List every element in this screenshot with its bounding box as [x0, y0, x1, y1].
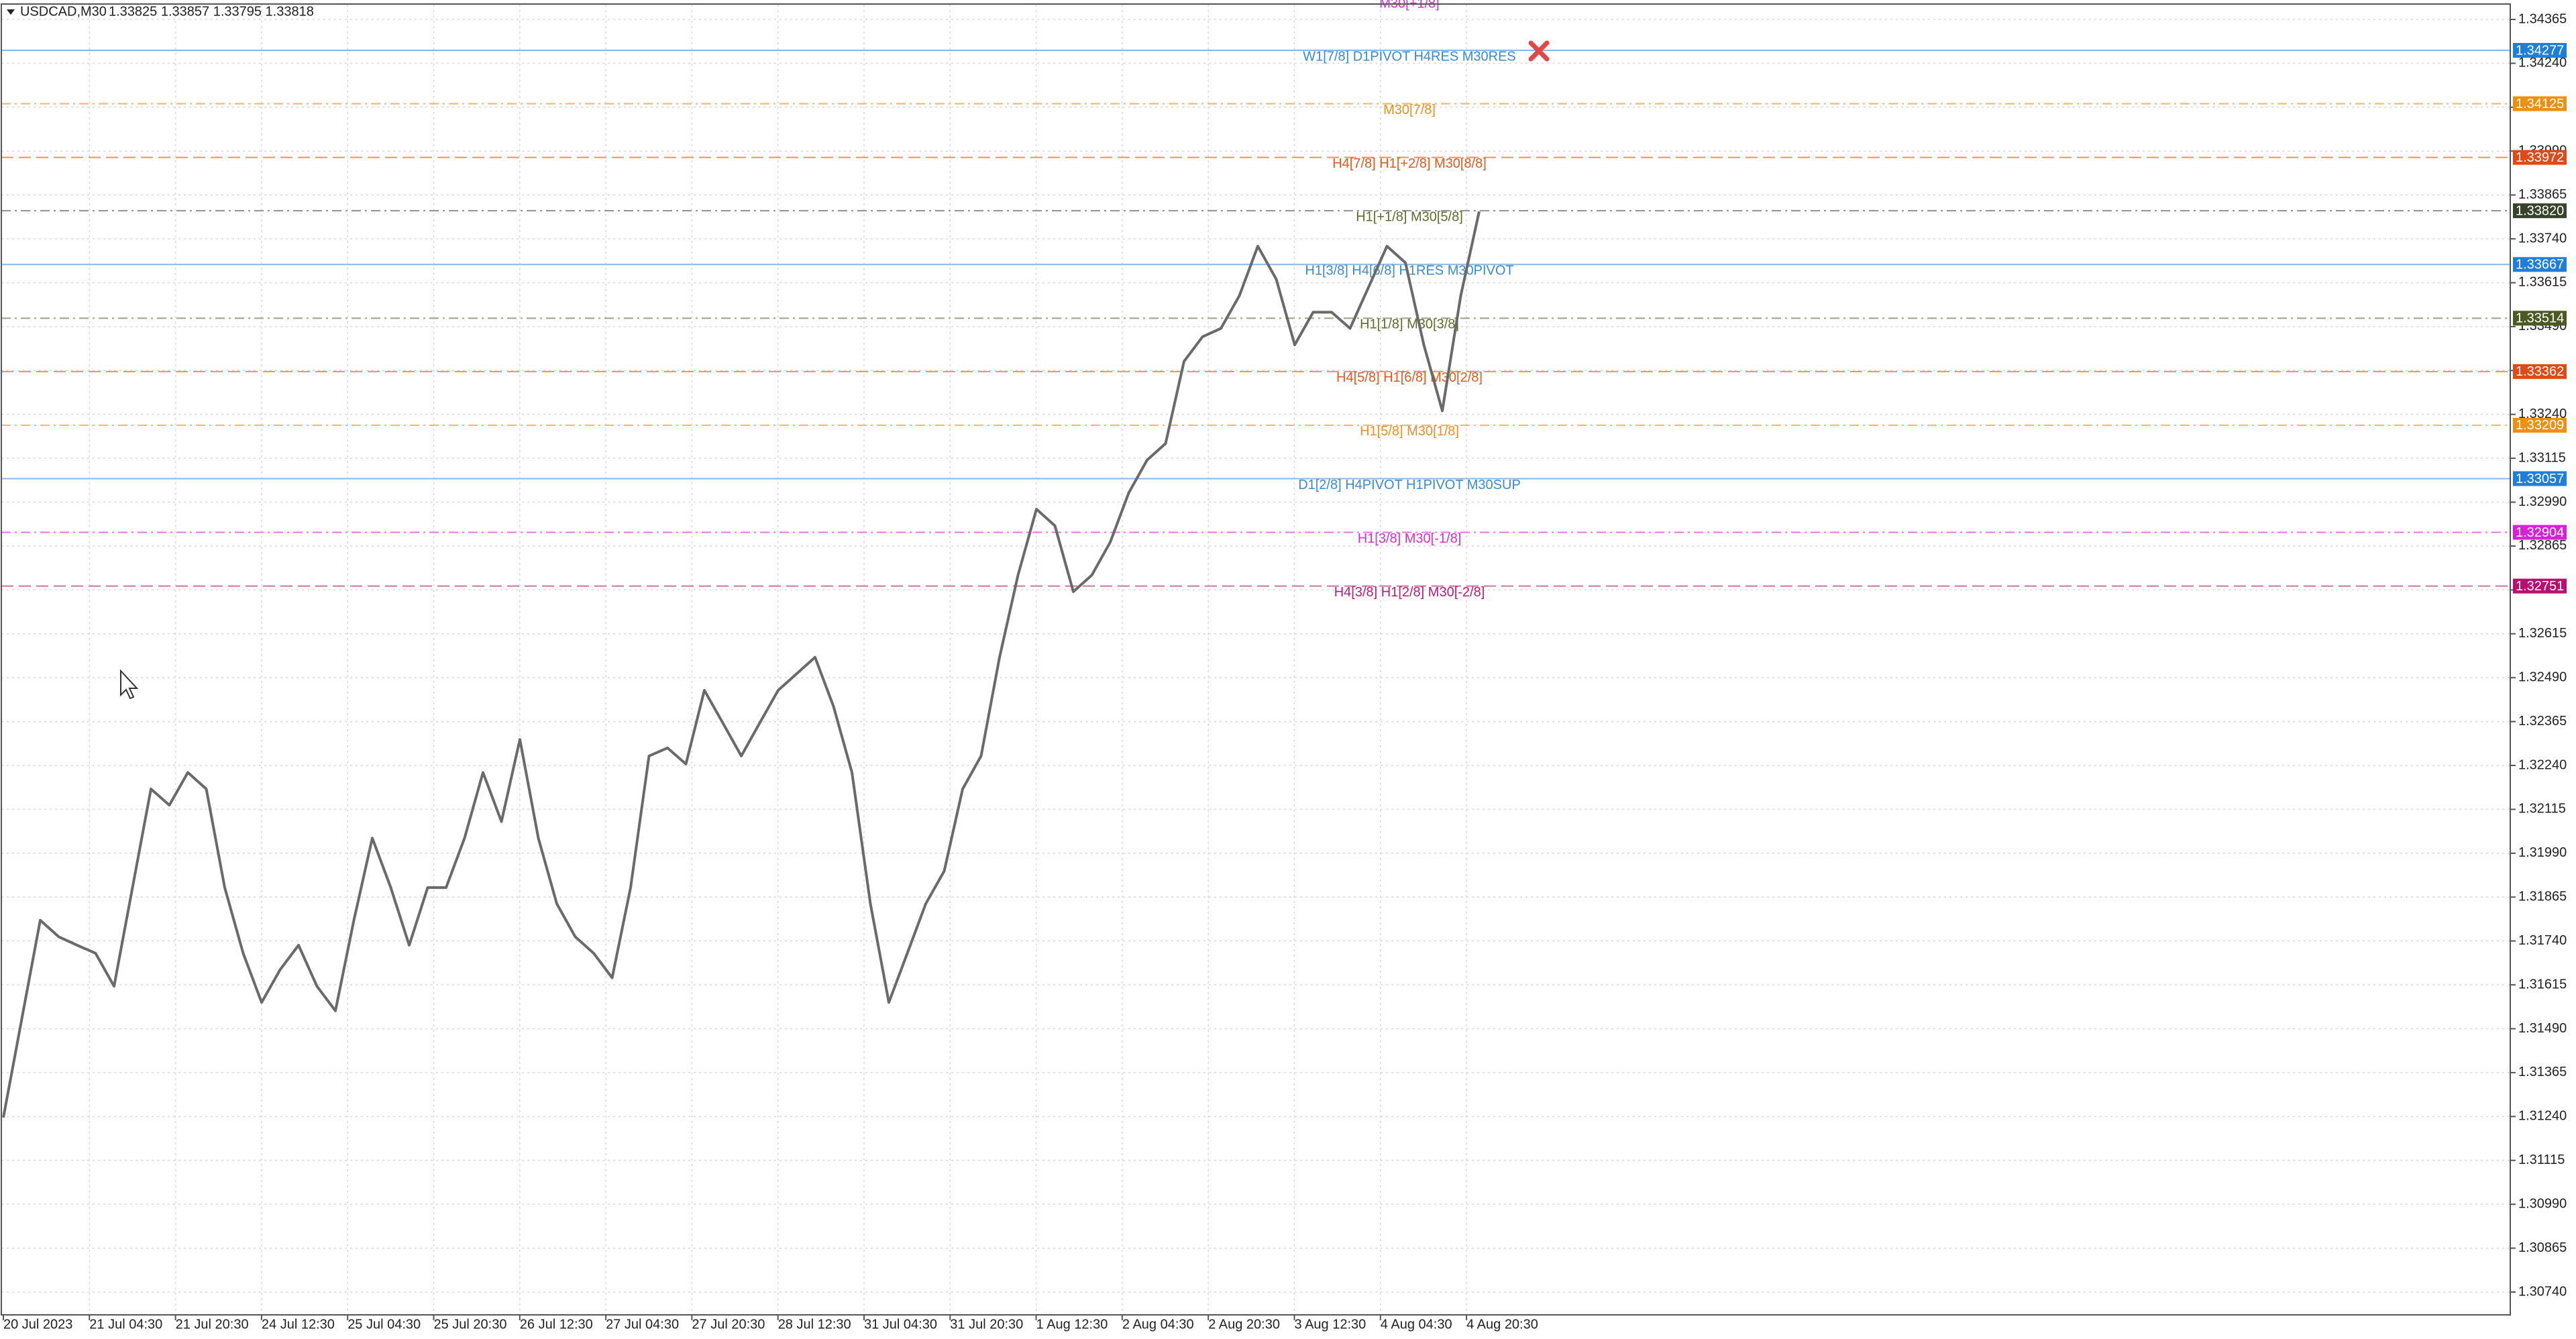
- y-tick-label: 1.31615: [2518, 977, 2567, 992]
- x-tick-label: 21 Jul 04:30: [89, 1317, 162, 1332]
- x-tick-label: 2 Aug 20:30: [1208, 1317, 1280, 1332]
- x-tick-label: 31 Jul 04:30: [864, 1317, 937, 1332]
- y-tick-label: 1.31490: [2518, 1021, 2567, 1036]
- price-box-label: 1.34277: [2516, 43, 2564, 58]
- y-tick-label: 1.31990: [2518, 845, 2567, 860]
- price-box-label: 1.33972: [2516, 150, 2564, 165]
- level-label: M30[7/8]: [1383, 103, 1436, 117]
- price-box: [2513, 578, 2567, 594]
- price-box: [2513, 257, 2567, 272]
- level-label: D1[2/8] H4PIVOT H1PIVOT M30SUP: [1298, 478, 1521, 492]
- x-tick-label: 2 Aug 04:30: [1122, 1317, 1194, 1332]
- x-tick-label: 1 Aug 12:30: [1036, 1317, 1108, 1332]
- x-tick-label: 25 Jul 04:30: [347, 1317, 421, 1332]
- y-tick-label: 1.33115: [2518, 450, 2566, 465]
- price-box-label: 1.33209: [2516, 418, 2564, 433]
- level-label: H1[1/8] M30[3/8]: [1360, 317, 1459, 332]
- price-box-label: 1.33362: [2516, 364, 2564, 379]
- y-tick-label: 1.30990: [2518, 1196, 2567, 1211]
- x-tick-label: 4 Aug 20:30: [1466, 1317, 1538, 1332]
- price-box: [2513, 471, 2567, 486]
- level-label: H1[+1/8] M30[5/8]: [1356, 209, 1463, 224]
- price-box: [2513, 417, 2567, 433]
- x-tick-label: 21 Jul 20:30: [176, 1317, 249, 1332]
- price-box: [2513, 311, 2567, 326]
- y-tick-label: 1.34240: [2518, 56, 2567, 70]
- y-tick-label: 1.32865: [2518, 538, 2567, 553]
- y-tick-label: 1.31240: [2518, 1109, 2567, 1124]
- x-tick-label: 20 Jul 2023: [3, 1317, 72, 1332]
- plot-frame: [1, 3, 2511, 1316]
- y-tick-label: 1.33865: [2518, 187, 2567, 202]
- y-tick-label: 1.33615: [2518, 275, 2567, 290]
- plot: [2, 211, 1481, 1118]
- price-box-label: 1.33667: [2516, 258, 2564, 272]
- price-box: [2513, 364, 2567, 379]
- y-tick-label: 1.32365: [2518, 714, 2567, 729]
- price-box: [2513, 43, 2567, 58]
- level-label: H4[3/8] H1[2/8] M30[-2/8]: [1334, 585, 1485, 600]
- y-tick-label: 1.32615: [2518, 626, 2567, 641]
- level-label: H4[5/8] H1[6/8] M30[2/8]: [1336, 370, 1483, 385]
- close-icon[interactable]: [1528, 40, 1550, 62]
- menu-arrow[interactable]: [7, 9, 15, 15]
- y-tick-label: 1.31740: [2518, 933, 2567, 948]
- x-tick-label: 27 Jul 04:30: [606, 1317, 679, 1332]
- price-box-label: 1.32751: [2516, 579, 2564, 594]
- y-tick-label: 1.32990: [2518, 494, 2567, 509]
- y-tick-label: 1.34365: [2518, 11, 2567, 26]
- y-tick-label: 1.30740: [2518, 1284, 2567, 1299]
- price-box: [2513, 525, 2567, 540]
- price-box: [2513, 96, 2567, 111]
- level-label: H1[3/8] M30[-1/8]: [1358, 531, 1462, 546]
- price-box-label: 1.33057: [2516, 472, 2564, 486]
- x-tick-label: 24 Jul 12:30: [262, 1317, 335, 1332]
- ohlc: 1.33825 1.33857 1.33795 1.33818: [109, 4, 314, 19]
- level-label: H4[7/8] H1[+2/8] M30[8/8]: [1332, 156, 1487, 171]
- level-label: H1[5/8] M30[1/8]: [1360, 424, 1459, 439]
- x-tick-label: 27 Jul 20:30: [692, 1317, 765, 1332]
- y-tick-label: 1.32490: [2518, 670, 2567, 684]
- y-tick-label: 1.32240: [2518, 757, 2567, 772]
- y-tick-label: 1.32115: [2518, 802, 2566, 816]
- x-tick-label: 26 Jul 12:30: [520, 1317, 593, 1332]
- price-line: [2, 211, 1481, 1118]
- close-icon-stroke: [1528, 40, 1550, 62]
- x-tick-label: 4 Aug 04:30: [1381, 1317, 1452, 1332]
- x-tick-label: 25 Jul 20:30: [434, 1317, 507, 1332]
- y-tick-label: 1.33740: [2518, 231, 2567, 246]
- y-tick-label: 1.31865: [2518, 890, 2567, 904]
- price-box: [2513, 203, 2567, 219]
- price-box-label: 1.33514: [2516, 311, 2564, 326]
- y-tick-label: 1.31115: [2518, 1153, 2565, 1167]
- level-label: W1[7/8] D1PIVOT H4RES M30RES: [1303, 49, 1516, 64]
- symbol: USDCAD,M30: [20, 4, 107, 19]
- price-box-label: 1.32904: [2516, 525, 2564, 540]
- price-box-label: 1.34125: [2516, 97, 2564, 111]
- price-box: [2513, 150, 2567, 165]
- cursor: [120, 669, 139, 700]
- x-tick-label: 31 Jul 20:30: [950, 1317, 1023, 1332]
- y-tick-label: 1.30865: [2518, 1240, 2567, 1255]
- x-tick-label: 28 Jul 12:30: [778, 1317, 851, 1332]
- y-tick-label: 1.31365: [2518, 1065, 2567, 1079]
- y-tick-label: 1.33240: [2518, 407, 2567, 421]
- price-box-label: 1.33820: [2516, 203, 2564, 218]
- x-tick-label: 3 Aug 12:30: [1295, 1317, 1366, 1332]
- level-label: H1[3/8] H4[6/8] H1RES M30PIVOT: [1305, 264, 1513, 278]
- top-level-label: M30[+1/8]: [1379, 0, 1440, 11]
